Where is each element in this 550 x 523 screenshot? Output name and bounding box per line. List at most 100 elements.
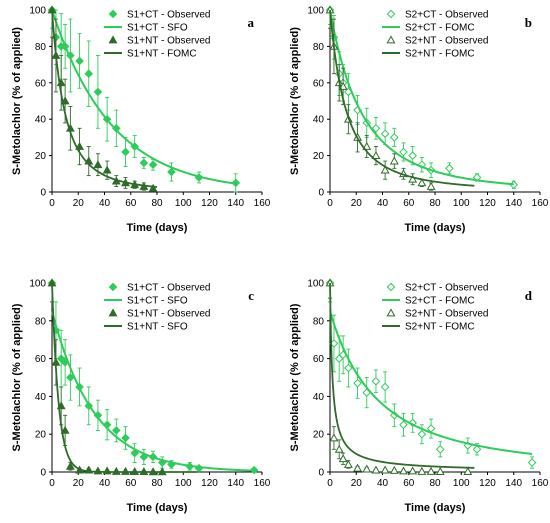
data-point — [334, 444, 344, 453]
x-tick-label: 160 — [532, 198, 549, 209]
y-tick-label: 100 — [307, 6, 324, 17]
x-axis-label: Time (days) — [405, 222, 466, 234]
fit-curve — [51, 311, 255, 472]
data-point — [329, 433, 339, 442]
data-point — [167, 167, 176, 177]
data-point — [380, 465, 390, 474]
y-tick-label: 20 — [35, 430, 47, 441]
data-point — [139, 158, 149, 168]
legend-label: S1+CT - Observed — [127, 10, 210, 21]
chart-panel-d: 0 20 40 60 80 100 120 140 160 0 20 40 60 80 100 Time (d… — [289, 278, 549, 514]
fit-curve — [329, 9, 514, 186]
y-tick-label: 60 — [313, 78, 325, 89]
x-tick-label: 40 — [377, 198, 389, 209]
data-point — [362, 141, 372, 150]
panel-label: a — [248, 15, 255, 30]
y-tick-label: 100 — [29, 6, 46, 17]
series-nt-line — [329, 282, 475, 469]
data-point — [338, 454, 348, 463]
fit-curve — [329, 282, 475, 469]
y-tick-label: 100 — [29, 279, 46, 290]
data-point — [463, 466, 473, 476]
y-tick-label: 40 — [35, 115, 47, 126]
data-point — [390, 133, 399, 142]
chart-panel-a: 0 20 40 60 80 100 120 140 160 0 20 40 60 80 100 Time (d… — [11, 5, 271, 234]
data-point — [435, 466, 445, 476]
y-tick-label: 20 — [35, 151, 47, 162]
x-tick-label: 100 — [453, 478, 470, 489]
y-tick-label: 0 — [318, 188, 324, 199]
fit-curve — [329, 311, 533, 455]
data-point — [148, 160, 158, 170]
legend-label: S1+NT - Observed — [127, 36, 210, 47]
x-axis-label: Time (days) — [405, 502, 466, 514]
data-point — [417, 178, 427, 187]
chart-panel-b: 0 20 40 60 80 100 120 140 160 0 20 40 60 80 100 Time (d… — [289, 5, 549, 234]
legend-label: S1+CT - SFO — [127, 23, 188, 34]
legend-swatch — [386, 35, 396, 44]
y-tick-label: 40 — [35, 392, 47, 403]
legend-label: S2+CT - FOMC — [405, 296, 475, 307]
series-ct-points — [47, 5, 241, 193]
y-tick-label: 80 — [35, 42, 47, 53]
x-axis-label: Time (days) — [127, 222, 188, 234]
y-tick-label: 80 — [35, 316, 47, 327]
x-tick-label: 140 — [227, 478, 244, 489]
x-tick-label: 60 — [403, 198, 415, 209]
x-tick-label: 60 — [125, 478, 137, 489]
x-tick-label: 60 — [403, 478, 415, 489]
legend-swatch — [108, 35, 118, 44]
legend-swatch — [386, 282, 396, 292]
data-point — [121, 433, 130, 443]
legend-label: S2+CT - Observed — [405, 283, 488, 294]
x-tick-label: 40 — [99, 198, 111, 209]
data-point — [60, 425, 70, 434]
x-tick-label: 60 — [125, 198, 137, 209]
y-tick-label: 40 — [313, 115, 325, 126]
x-tick-label: 0 — [49, 198, 55, 209]
fit-curve — [51, 9, 158, 188]
data-point — [362, 464, 372, 473]
y-tick-label: 80 — [313, 42, 325, 53]
data-point — [121, 466, 130, 475]
x-tick-label: 20 — [351, 478, 363, 489]
x-tick-label: 20 — [73, 198, 85, 209]
legend-label: S1+NT - SFO — [127, 322, 188, 333]
data-point — [399, 466, 408, 475]
data-point — [353, 463, 363, 472]
y-tick-label: 0 — [40, 188, 46, 199]
series-ct-line — [329, 311, 533, 455]
data-point — [148, 183, 158, 192]
series-nt-line — [329, 9, 475, 187]
data-point — [399, 420, 408, 430]
y-tick-label: 0 — [40, 468, 46, 479]
data-point — [121, 147, 130, 157]
panel-label: c — [248, 288, 254, 303]
x-tick-label: 140 — [505, 478, 522, 489]
y-tick-label: 0 — [318, 468, 324, 479]
x-tick-label: 140 — [505, 198, 522, 209]
data-point — [380, 129, 390, 139]
legend-swatch — [108, 308, 118, 317]
fit-curve — [329, 9, 475, 187]
data-point — [389, 156, 399, 165]
fit-curve — [51, 282, 197, 473]
data-point — [93, 160, 103, 169]
y-tick-label: 40 — [313, 392, 325, 403]
legend-label: S2+NT - Observed — [405, 309, 488, 320]
data-point — [112, 426, 121, 435]
x-tick-label: 20 — [73, 478, 85, 489]
data-point — [111, 466, 121, 475]
legend: S2+CT - Observed S2+CT - FOMC S2+NT - Obse… — [382, 283, 488, 333]
x-tick-label: 40 — [377, 478, 389, 489]
data-point — [426, 466, 436, 475]
legend-label: S1+NT - FOMC — [127, 49, 197, 60]
data-point — [408, 151, 417, 160]
data-point — [389, 465, 399, 474]
legend-label: S2+CT - FOMC — [405, 23, 475, 34]
legend-label: S2+NT - FOMC — [405, 49, 475, 60]
x-tick-label: 100 — [175, 478, 192, 489]
data-point — [102, 466, 112, 475]
x-tick-label: 140 — [227, 198, 244, 209]
